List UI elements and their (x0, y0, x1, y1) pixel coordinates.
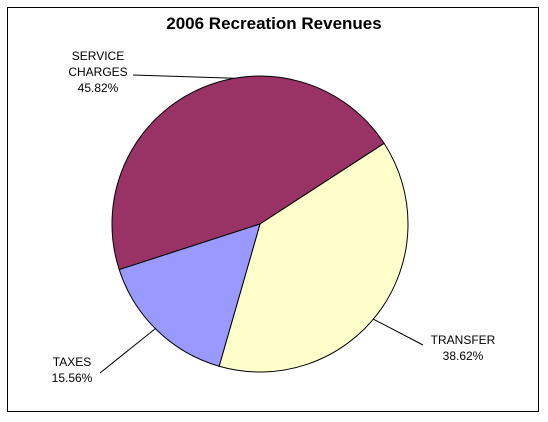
slice-label: TRANSFER 38.62% (431, 333, 496, 363)
pie-slice (118, 223, 261, 367)
pie-slice (218, 142, 409, 373)
pie-slice (111, 75, 385, 271)
leader-line (132, 74, 235, 79)
chart-title: 2006 Recreation Revenues (166, 14, 382, 33)
leader-line (373, 318, 424, 346)
leader-line (99, 328, 156, 374)
slice-label: TAXES 15.56% (52, 355, 93, 385)
slice-label: SERVICE CHARGES 45.82% (68, 49, 127, 95)
